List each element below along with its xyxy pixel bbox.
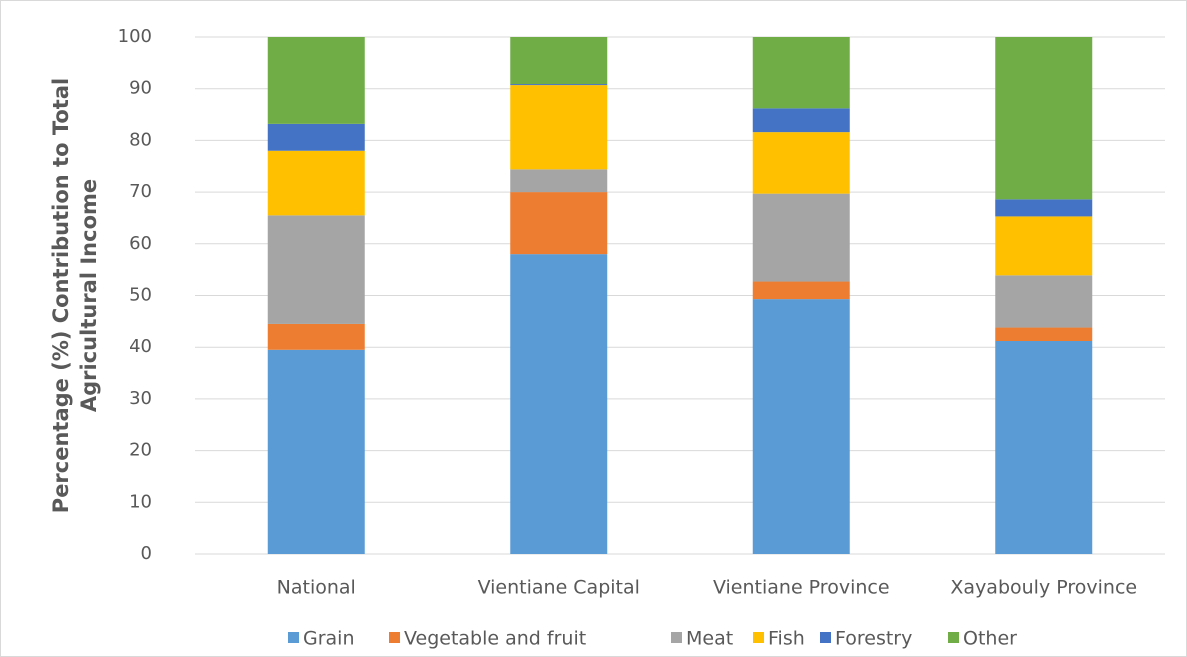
x-tick-label: Xayabouly Province: [950, 577, 1137, 599]
bar-segment: [267, 349, 365, 554]
legend-swatch: [389, 632, 400, 643]
bar-segment: [267, 323, 365, 350]
y-tick-label: 50: [129, 285, 152, 306]
y-tick-label: 20: [129, 440, 152, 461]
bar-segment: [995, 340, 1093, 554]
bar-segment: [267, 37, 365, 124]
x-tick-label: Vientiane Capital: [478, 577, 640, 599]
x-tick-label: Vientiane Province: [713, 577, 890, 599]
y-tick-label: 40: [129, 336, 152, 357]
bar-segment: [995, 216, 1093, 276]
bar-segment: [752, 37, 850, 109]
x-tick-label: National: [277, 577, 356, 599]
bar-segment: [995, 37, 1093, 200]
y-tick-label: 90: [129, 78, 152, 99]
bar-segment: [510, 37, 608, 85]
y-tick-label: 30: [129, 388, 152, 409]
bar-segment: [995, 327, 1093, 341]
bar-segment: [510, 254, 608, 554]
legend-swatch: [948, 632, 959, 643]
legend-swatch: [288, 632, 299, 643]
bar-segment: [752, 132, 850, 194]
bar-segment: [267, 215, 365, 324]
y-tick-label: 60: [129, 233, 152, 254]
legend-swatch: [820, 632, 831, 643]
bar-segment: [752, 281, 850, 300]
bar-segment: [510, 85, 608, 170]
y-axis-label: Agricultural Income: [77, 179, 101, 412]
bar-segment: [267, 123, 365, 151]
y-tick-label: 100: [118, 26, 152, 47]
bar-segment: [752, 299, 850, 554]
legend-label: Other: [963, 628, 1017, 650]
legend-label: Forestry: [835, 628, 912, 650]
legend-swatch: [671, 632, 682, 643]
y-axis-label: Percentage (%) Contribution to Total: [49, 78, 73, 513]
bar-segment: [510, 169, 608, 193]
y-tick-label: 10: [129, 491, 152, 512]
bar-segment: [995, 199, 1093, 217]
legend-swatch: [753, 632, 764, 643]
bar-segment: [752, 193, 850, 282]
legend-label: Vegetable and fruit: [404, 628, 586, 650]
y-tick-label: 0: [141, 543, 152, 564]
legend-label: Fish: [768, 628, 805, 650]
bar-segment: [510, 84, 608, 86]
legend-label: Grain: [303, 628, 355, 650]
bar-segment: [752, 108, 850, 133]
legend-label: Meat: [686, 628, 733, 650]
bar-segment: [510, 192, 608, 255]
bar-segment: [267, 150, 365, 216]
y-tick-label: 70: [129, 181, 152, 202]
y-tick-label: 80: [129, 129, 152, 150]
bar-segment: [995, 275, 1093, 328]
